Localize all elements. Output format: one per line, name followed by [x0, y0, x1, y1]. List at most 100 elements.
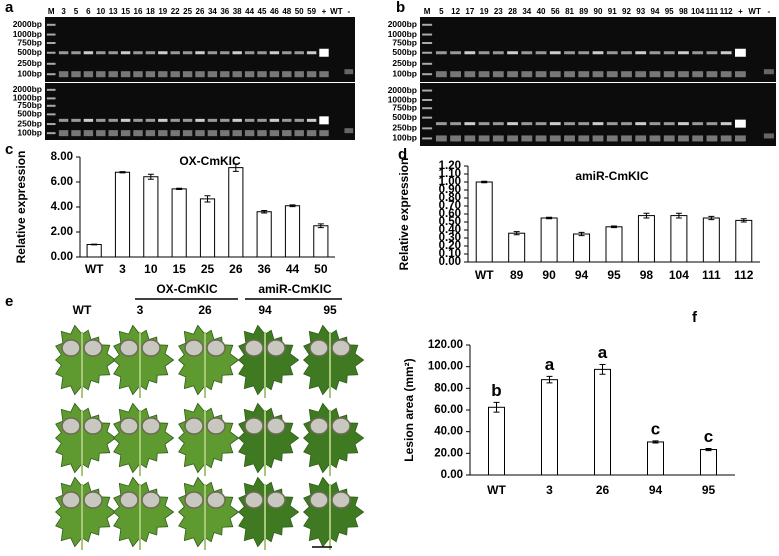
- leaf: [178, 476, 240, 548]
- lane-label: WT: [330, 7, 343, 16]
- error-bar: [232, 163, 239, 172]
- lesion: [141, 417, 161, 435]
- lane-label: 23: [494, 7, 503, 16]
- gel-band: [195, 130, 205, 137]
- ladder-label: 2000bp: [13, 19, 42, 29]
- ladder-label: 1000bp: [13, 29, 42, 39]
- error-bar: [176, 187, 183, 190]
- gel-band: [220, 71, 230, 78]
- gel-band: [706, 51, 718, 55]
- lane-label: 10: [96, 7, 105, 16]
- gel-band: [306, 118, 317, 122]
- ladder-label: 500bp: [392, 112, 417, 122]
- lesion: [119, 339, 139, 357]
- gel-band: [108, 118, 118, 122]
- x-tick-label: 104: [669, 268, 689, 282]
- significance-letter: c: [704, 427, 713, 446]
- gel-band: [521, 51, 533, 55]
- gel-band: [464, 51, 476, 55]
- bar: [605, 226, 623, 263]
- bar: [573, 233, 591, 263]
- gel-band: [269, 51, 280, 55]
- bar: [86, 244, 102, 258]
- gel-band: [649, 71, 661, 78]
- lane-label: +: [738, 7, 743, 16]
- gel-band: [220, 130, 230, 137]
- gel-band: [521, 135, 533, 142]
- y-tick-label: 6.00: [51, 176, 73, 188]
- gel-band: [46, 104, 56, 107]
- lane-label: 6: [86, 7, 91, 16]
- gel-band: [720, 71, 732, 78]
- gel-band: [257, 51, 267, 55]
- bar: [700, 449, 717, 476]
- gel-band: [232, 118, 242, 122]
- lane-label: 18: [146, 7, 155, 16]
- error-bar: [119, 171, 126, 174]
- bar: [735, 219, 753, 263]
- error-bar: [578, 231, 585, 237]
- gel-band: [720, 122, 732, 126]
- lane-label: 26: [196, 7, 205, 16]
- gel-band: [635, 71, 647, 78]
- gel-band: [478, 122, 490, 126]
- ladder-label: 250bp: [392, 123, 417, 133]
- gel-band: [120, 130, 131, 137]
- gel-band: [564, 51, 575, 55]
- gel-band: [58, 118, 69, 122]
- gel-band: [706, 135, 718, 142]
- lesion: [119, 491, 139, 509]
- y-tick-label: 8.00: [51, 151, 73, 163]
- gel-band: [46, 88, 56, 91]
- lesion: [266, 339, 286, 357]
- gel-band: [678, 71, 689, 78]
- lesion: [184, 339, 204, 357]
- gel-band: [282, 71, 292, 78]
- lesion: [309, 491, 329, 509]
- lane-label: 34: [208, 7, 217, 16]
- lane-label: 89: [579, 7, 588, 16]
- gel-band: [478, 135, 490, 142]
- y-tick-label: 0.50: [439, 216, 461, 228]
- leaf: [113, 476, 175, 548]
- gel-band: [294, 51, 304, 55]
- gel-band: [207, 118, 218, 122]
- gel-band: [133, 51, 143, 55]
- x-tick-label: WT: [475, 268, 494, 282]
- lane-label: 5: [74, 7, 79, 16]
- gel-band: [521, 122, 533, 126]
- gel-band: [422, 51, 433, 54]
- panel-letter: e: [5, 293, 13, 310]
- gel-band: [170, 71, 180, 78]
- gel-band: [535, 122, 547, 126]
- gel-band: [96, 130, 106, 137]
- gel-band: [46, 51, 56, 54]
- error-bar: [289, 204, 296, 208]
- significance-letter: a: [545, 355, 555, 374]
- error-bar: [599, 364, 606, 375]
- gel-band: [269, 118, 280, 122]
- y-tick-label: 60.00: [434, 404, 463, 416]
- lesion: [61, 491, 81, 509]
- gel-band: [282, 51, 292, 55]
- gel-band: [592, 51, 604, 55]
- error-bar: [546, 375, 553, 384]
- error-bar: [147, 173, 154, 180]
- lane-label: 40: [537, 7, 546, 16]
- ladder-label: 750bp: [392, 102, 417, 112]
- gel-band: [734, 71, 746, 78]
- lane-label: -: [347, 7, 350, 16]
- gel-band: [145, 51, 156, 55]
- gel-band: [535, 71, 547, 78]
- gel-band: [422, 33, 433, 36]
- ladder-label: 750bp: [17, 100, 42, 110]
- lane-label: M: [424, 7, 431, 16]
- lesion: [309, 417, 329, 435]
- gel-band: [195, 118, 205, 122]
- gel-band: [108, 71, 118, 78]
- lane-label: 95: [665, 7, 674, 16]
- lesion: [266, 491, 286, 509]
- gel-band: [720, 135, 732, 142]
- gel-band: [663, 135, 675, 142]
